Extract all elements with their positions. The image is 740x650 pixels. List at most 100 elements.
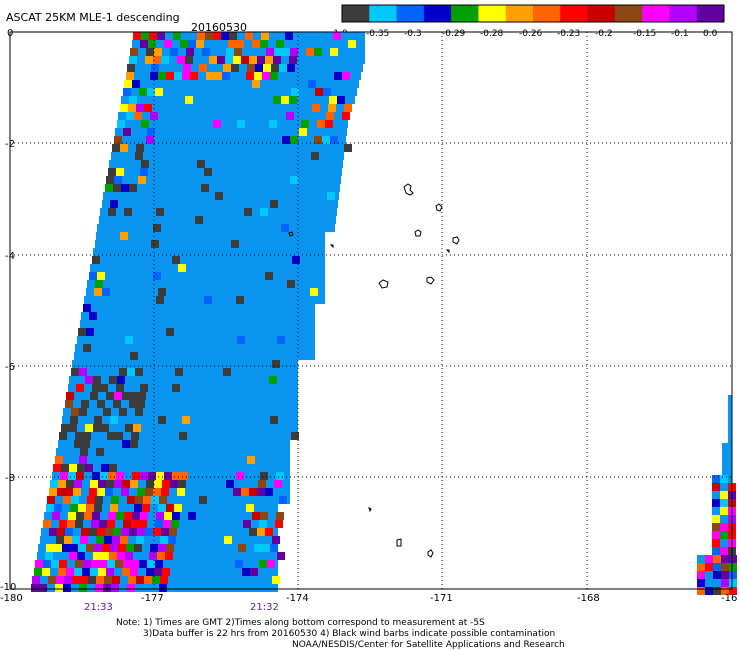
swath-cell	[95, 280, 103, 288]
swath-cell	[246, 72, 254, 80]
swath-row	[47, 496, 290, 504]
swath-row	[83, 304, 315, 312]
swath-cell	[712, 483, 720, 491]
swath-cell	[155, 520, 163, 528]
swath-row	[59, 432, 298, 440]
swath-cell	[328, 104, 336, 112]
swath-cell	[261, 32, 269, 40]
swath-cell	[86, 504, 94, 512]
color-bar-tick-label: -0.23	[557, 29, 580, 39]
swath-cell	[290, 48, 298, 56]
swath-cell	[274, 48, 282, 56]
swath-cell	[114, 176, 122, 184]
swath-cell	[138, 176, 146, 184]
swath-cell	[159, 496, 167, 504]
swath-row	[712, 515, 732, 523]
swath-cell	[168, 536, 176, 544]
swath-cell	[84, 512, 92, 520]
swath-cell	[75, 432, 83, 440]
swath-cell	[134, 504, 142, 512]
swath-cell	[135, 152, 143, 160]
swath-cell	[178, 264, 186, 272]
swath-cell	[55, 456, 63, 464]
swath-cell	[259, 560, 267, 568]
swath-cell	[100, 384, 108, 392]
swath-cell	[273, 56, 281, 64]
swath-cell	[271, 64, 279, 72]
swath-cell	[272, 360, 280, 368]
color-bar-segment	[451, 5, 479, 22]
swath-cell	[228, 40, 236, 48]
swath-row	[49, 488, 290, 496]
island-outlines	[288, 183, 460, 558]
swath-row	[112, 144, 345, 152]
swath-cell	[267, 560, 275, 568]
swath-cell	[713, 555, 721, 563]
swath-cell	[291, 432, 299, 440]
swath-cell	[70, 504, 78, 512]
swath-cell	[204, 168, 212, 176]
swath-cell	[140, 40, 148, 48]
swath-cell	[51, 560, 59, 568]
swath-row	[61, 424, 298, 432]
swath-cell	[272, 536, 280, 544]
swath-cell	[720, 475, 728, 483]
swath-cell	[147, 88, 155, 96]
swath-row	[95, 240, 325, 248]
swath-cell	[299, 128, 307, 136]
swath-cell	[337, 96, 345, 104]
swath-cell	[39, 584, 47, 592]
swath-cell	[289, 56, 297, 64]
swath-cell	[113, 400, 121, 408]
swath-row	[728, 403, 732, 411]
swath-cell	[287, 64, 295, 72]
swath-row	[722, 443, 732, 451]
swath-cell	[149, 32, 157, 40]
swath-cell	[98, 480, 106, 488]
swath-cell	[257, 528, 265, 536]
swath-cell	[160, 576, 168, 584]
swath-row	[74, 352, 315, 360]
swath-cell	[149, 552, 157, 560]
swath-cell	[165, 552, 173, 560]
wind-swath-right	[697, 395, 737, 595]
swath-cell	[125, 424, 133, 432]
swath-cell	[270, 72, 278, 80]
swath-cell	[109, 552, 117, 560]
swath-cell	[123, 560, 131, 568]
x-tick-label: -180	[0, 593, 23, 604]
swath-cell	[53, 464, 61, 472]
swath-cell	[197, 160, 205, 168]
swath-cell	[135, 408, 143, 416]
swath-cell	[330, 48, 338, 56]
swath-cell	[102, 544, 110, 552]
swath-cell	[247, 64, 255, 72]
swath-cell	[257, 56, 265, 64]
swath-cell	[50, 480, 58, 488]
swath-cell	[134, 112, 142, 120]
swath-cell	[35, 560, 43, 568]
swath-cell	[130, 48, 138, 56]
swath-cell	[221, 32, 229, 40]
swath-cell	[259, 520, 267, 528]
swath-cell	[71, 496, 79, 504]
swath-cell	[116, 472, 124, 480]
swath-cell	[155, 88, 163, 96]
swath-cell	[80, 536, 88, 544]
swath-cell	[317, 120, 325, 128]
swath-cell	[121, 184, 129, 192]
swath-cell	[82, 568, 90, 576]
swath-cell	[131, 520, 139, 528]
swath-cell	[92, 384, 100, 392]
swath-cell	[265, 528, 273, 536]
swath-cell	[183, 64, 191, 72]
swath-cell	[55, 584, 63, 592]
swath-cell	[161, 56, 169, 64]
swath-cell	[159, 584, 167, 592]
swath-cell	[69, 552, 77, 560]
swath-cell	[156, 296, 164, 304]
swath-cell	[142, 504, 150, 512]
swath-cell	[76, 384, 84, 392]
swath-cell	[235, 560, 243, 568]
swath-cell	[188, 40, 196, 48]
